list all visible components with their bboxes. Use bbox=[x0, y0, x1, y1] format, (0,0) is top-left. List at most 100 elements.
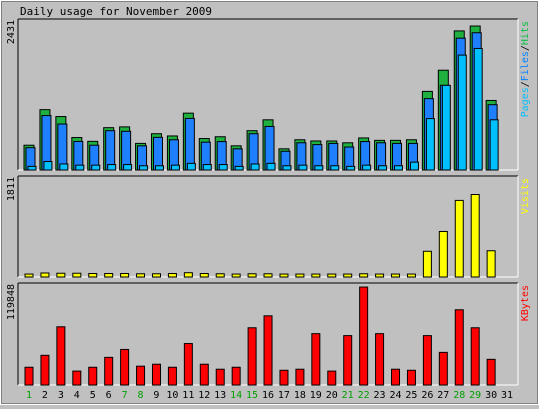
kbytes-bar-day-10 bbox=[167, 366, 177, 386]
visits-bar-day-23 bbox=[375, 273, 385, 278]
kbytes-bar-day-19 bbox=[311, 333, 321, 386]
kbytes-bar-day-2 bbox=[40, 354, 50, 386]
visits-bar-day-13 bbox=[215, 273, 225, 278]
visits-bar-day-8 bbox=[136, 273, 146, 278]
kbytes-bar-day-7 bbox=[120, 348, 130, 386]
visits-series-label-part-0: Visits bbox=[520, 178, 531, 214]
kbytes-bar-day-18 bbox=[295, 368, 305, 386]
day-label-30: 30 bbox=[485, 390, 497, 401]
day-label-25: 25 bbox=[405, 390, 417, 401]
visits-bar-day-14 bbox=[231, 273, 241, 278]
visits-bar-day-18 bbox=[295, 273, 305, 278]
day-label-23: 23 bbox=[374, 390, 386, 401]
visits-bar-day-15 bbox=[247, 273, 257, 278]
visits-bar-day-25 bbox=[406, 273, 416, 278]
visits-bar-day-2 bbox=[40, 272, 50, 278]
pages-bar-day-24 bbox=[394, 165, 404, 171]
visits-bar-day-10 bbox=[167, 273, 177, 278]
kbytes-bar-day-25 bbox=[406, 369, 416, 386]
kbytes-bar-day-22 bbox=[359, 286, 369, 386]
visits-ymax-label: 1811 bbox=[6, 177, 17, 201]
pages-bar-day-16 bbox=[266, 162, 276, 171]
day-label-15: 15 bbox=[246, 390, 258, 401]
day-label-26: 26 bbox=[421, 390, 433, 401]
day-labels: 1 2 3 4 5 6 7 8 9 10 11 12 13 14 15 16 17 18 19 20 21 22 23 24 2… bbox=[26, 390, 513, 401]
pages-bar-day-15 bbox=[250, 163, 260, 171]
pages-bar-day-1 bbox=[27, 165, 37, 171]
kbytes-bar-day-30 bbox=[486, 358, 496, 386]
main-series-label-part-0: Pages bbox=[520, 87, 531, 117]
day-label-28: 28 bbox=[453, 390, 465, 401]
pages-bar-day-12 bbox=[202, 164, 212, 171]
kbytes-series-label: KBytes bbox=[520, 285, 531, 321]
pages-bar-day-18 bbox=[298, 164, 308, 171]
visits-bar-day-17 bbox=[279, 273, 289, 278]
pages-bar-day-27 bbox=[441, 84, 451, 171]
visits-plot-area bbox=[18, 176, 518, 277]
pages-bar-day-29 bbox=[473, 47, 483, 171]
pages-bar-day-6 bbox=[107, 164, 117, 171]
visits-bar-day-9 bbox=[151, 273, 161, 278]
day-label-27: 27 bbox=[437, 390, 449, 401]
kbytes-ymax-label: 119848 bbox=[6, 284, 17, 320]
pages-bar-day-7 bbox=[123, 164, 133, 171]
visits-bar-day-5 bbox=[88, 273, 98, 278]
main-series-label-part-2: Files bbox=[520, 51, 531, 81]
visits-panel: 1811 Visits bbox=[6, 175, 531, 278]
day-label-19: 19 bbox=[310, 390, 322, 401]
kbytes-bar-day-17 bbox=[279, 369, 289, 386]
pages-bar-day-26 bbox=[425, 118, 435, 171]
files-bar-day-3 bbox=[57, 123, 68, 171]
main-ymax-label: 2431 bbox=[6, 20, 17, 44]
visits-bar-day-26 bbox=[422, 250, 432, 278]
kbytes-bar-day-24 bbox=[391, 368, 401, 386]
day-label-18: 18 bbox=[294, 390, 306, 401]
kbytes-bar-day-1 bbox=[24, 366, 34, 386]
kbytes-bar-day-12 bbox=[199, 363, 209, 386]
day-label-17: 17 bbox=[278, 390, 290, 401]
pages-bar-day-14 bbox=[234, 165, 244, 171]
day-label-11: 11 bbox=[182, 390, 194, 401]
visits-bar-day-21 bbox=[343, 273, 353, 278]
pages-bar-day-3 bbox=[59, 163, 69, 171]
pages-bar-day-28 bbox=[457, 54, 467, 171]
visits-bar-day-29 bbox=[470, 194, 480, 278]
kbytes-bar-day-5 bbox=[88, 366, 98, 386]
kbytes-bar-day-21 bbox=[343, 335, 353, 386]
day-label-6: 6 bbox=[106, 390, 112, 401]
day-label-21: 21 bbox=[342, 390, 354, 401]
pages-bar-day-19 bbox=[314, 165, 324, 171]
visits-series-label: Visits bbox=[520, 178, 531, 214]
pages-bar-day-21 bbox=[346, 165, 356, 171]
day-label-13: 13 bbox=[214, 390, 226, 401]
kbytes-bar-day-27 bbox=[438, 351, 448, 386]
kbytes-bar-day-6 bbox=[104, 356, 114, 386]
visits-bar-day-6 bbox=[104, 273, 114, 278]
day-label-20: 20 bbox=[326, 390, 338, 401]
kbytes-bar-day-28 bbox=[454, 309, 464, 386]
day-label-4: 4 bbox=[74, 390, 80, 401]
pages-bar-day-8 bbox=[139, 165, 149, 171]
day-label-9: 9 bbox=[153, 390, 159, 401]
pages-bar-day-20 bbox=[330, 165, 340, 171]
day-label-22: 22 bbox=[358, 390, 370, 401]
visits-bar-day-1 bbox=[24, 273, 34, 278]
kbytes-bar-day-11 bbox=[183, 343, 193, 386]
pages-bar-day-23 bbox=[378, 165, 388, 171]
day-label-14: 14 bbox=[230, 390, 242, 401]
pages-bar-day-4 bbox=[75, 164, 85, 171]
day-label-5: 5 bbox=[90, 390, 96, 401]
day-label-3: 3 bbox=[58, 390, 64, 401]
day-label-12: 12 bbox=[198, 390, 210, 401]
day-label-24: 24 bbox=[389, 390, 401, 401]
kbytes-bar-day-15 bbox=[247, 327, 257, 386]
pages-bar-day-22 bbox=[362, 164, 372, 171]
pages-bar-day-2 bbox=[43, 161, 53, 171]
day-label-7: 7 bbox=[122, 390, 128, 401]
day-label-16: 16 bbox=[262, 390, 274, 401]
visits-bar-day-11 bbox=[183, 272, 193, 278]
main-series-label: Pages/Files/Hits bbox=[520, 21, 531, 117]
